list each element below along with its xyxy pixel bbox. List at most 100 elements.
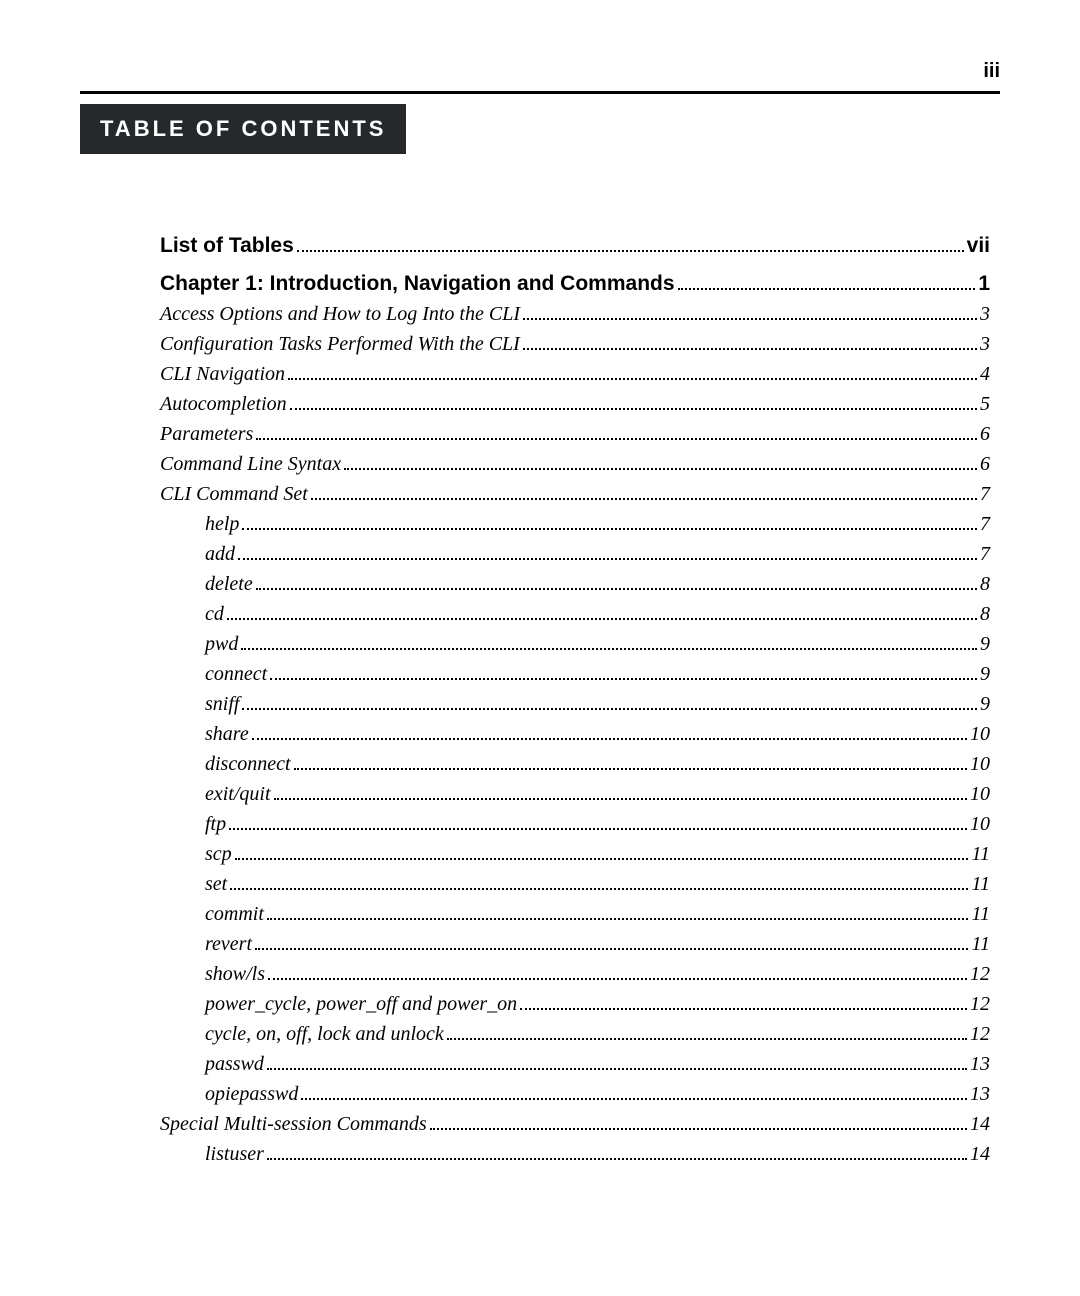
toc-entry: disconnect 10	[160, 749, 990, 779]
toc-entry-label: opiepasswd	[205, 1079, 298, 1109]
toc-entry: scp 11	[160, 839, 990, 869]
toc-leader-dots	[230, 874, 968, 890]
toc-entry: CLI Navigation 4	[160, 359, 990, 389]
toc-leader-dots	[523, 334, 977, 350]
toc-entry: exit/quit 10	[160, 779, 990, 809]
toc-leader-dots	[256, 424, 977, 440]
toc-entry: Special Multi-session Commands 14	[160, 1109, 990, 1139]
toc-entry-label: commit	[205, 899, 264, 929]
toc-entry-label: cd	[205, 599, 224, 629]
toc-entry-page: 12	[970, 1019, 990, 1049]
toc-leader-dots	[678, 273, 976, 290]
toc-entry-label: delete	[205, 569, 253, 599]
toc-list: List of Tables vii Chapter 1: Introductio…	[80, 230, 1000, 1169]
toc-entry: Chapter 1: Introduction, Navigation and …	[160, 268, 990, 300]
toc-entry-page: 1	[978, 268, 990, 300]
toc-entry-label: set	[205, 869, 227, 899]
toc-leader-dots	[274, 784, 967, 800]
toc-entry-label: show/ls	[205, 959, 265, 989]
toc-entry-page: vii	[967, 230, 990, 262]
toc-leader-dots	[267, 1054, 967, 1070]
toc-entry-label: share	[205, 719, 249, 749]
toc-entry: ftp 10	[160, 809, 990, 839]
toc-leader-dots	[297, 235, 964, 252]
toc-leader-dots	[255, 934, 968, 950]
toc-entry-page: 11	[971, 839, 990, 869]
toc-entry-page: 11	[971, 869, 990, 899]
toc-leader-dots	[301, 1084, 967, 1100]
toc-entry: connect 9	[160, 659, 990, 689]
toc-leader-dots	[252, 724, 967, 740]
toc-entry-label: List of Tables	[160, 230, 294, 262]
toc-entry-page: 12	[970, 989, 990, 1019]
toc-entry-page: 6	[980, 419, 990, 449]
toc-entry: share 10	[160, 719, 990, 749]
toc-entry-page: 5	[980, 389, 990, 419]
toc-entry-label: Chapter 1: Introduction, Navigation and …	[160, 268, 675, 300]
toc-entry-label: scp	[205, 839, 232, 869]
toc-entry: delete 8	[160, 569, 990, 599]
toc-leader-dots	[242, 694, 977, 710]
toc-leader-dots	[430, 1114, 967, 1130]
toc-entry-label: power_cycle, power_off and power_on	[205, 989, 517, 1019]
toc-leader-dots	[241, 634, 977, 650]
toc-entry-page: 11	[971, 929, 990, 959]
toc-leader-dots	[242, 514, 977, 530]
toc-entry: opiepasswd 13	[160, 1079, 990, 1109]
toc-entry-label: cycle, on, off, lock and unlock	[205, 1019, 444, 1049]
toc-leader-dots	[235, 844, 969, 860]
toc-leader-dots	[267, 904, 969, 920]
toc-entry-label: pwd	[205, 629, 238, 659]
page-number: iii	[80, 60, 1000, 91]
toc-entry-label: Configuration Tasks Performed With the C…	[160, 329, 520, 359]
toc-entry-page: 7	[980, 509, 990, 539]
toc-entry-label: Access Options and How to Log Into the C…	[160, 299, 520, 329]
toc-entry-label: help	[205, 509, 239, 539]
toc-entry-label: passwd	[205, 1049, 264, 1079]
toc-entry-page: 12	[970, 959, 990, 989]
toc-entry-page: 8	[980, 599, 990, 629]
toc-entry-page: 3	[980, 329, 990, 359]
toc-entry-page: 9	[980, 659, 990, 689]
toc-leader-dots	[520, 994, 967, 1010]
toc-entry-page: 8	[980, 569, 990, 599]
toc-entry: power_cycle, power_off and power_on 12	[160, 989, 990, 1019]
toc-leader-dots	[290, 394, 977, 410]
toc-entry-page: 6	[980, 449, 990, 479]
toc-entry-page: 9	[980, 629, 990, 659]
toc-leader-dots	[227, 604, 977, 620]
toc-entry: revert 11	[160, 929, 990, 959]
toc-leader-dots	[311, 484, 977, 500]
toc-entry-label: sniff	[205, 689, 239, 719]
toc-entry: passwd 13	[160, 1049, 990, 1079]
toc-entry-page: 3	[980, 299, 990, 329]
toc-leader-dots	[523, 304, 977, 320]
toc-entry-label: CLI Command Set	[160, 479, 308, 509]
toc-entry-label: revert	[205, 929, 252, 959]
toc-entry-page: 10	[970, 719, 990, 749]
toc-entry-page: 11	[971, 899, 990, 929]
toc-entry: CLI Command Set 7	[160, 479, 990, 509]
toc-leader-dots	[238, 544, 977, 560]
toc-leader-dots	[288, 364, 977, 380]
toc-leader-dots	[256, 574, 977, 590]
toc-entry-page: 7	[980, 479, 990, 509]
toc-leader-dots	[270, 664, 977, 680]
toc-entry: Configuration Tasks Performed With the C…	[160, 329, 990, 359]
toc-entry-label: disconnect	[205, 749, 291, 779]
toc-entry: List of Tables vii	[160, 230, 990, 262]
toc-entry: help 7	[160, 509, 990, 539]
toc-entry: Access Options and How to Log Into the C…	[160, 299, 990, 329]
toc-title: TABLE OF CONTENTS	[80, 104, 406, 154]
toc-entry-label: exit/quit	[205, 779, 271, 809]
toc-entry-page: 10	[970, 809, 990, 839]
toc-entry-page: 13	[970, 1049, 990, 1079]
toc-entry-label: listuser	[205, 1139, 264, 1169]
toc-entry: set 11	[160, 869, 990, 899]
document-page: iii TABLE OF CONTENTS List of Tables vii…	[0, 0, 1080, 1209]
toc-entry-label: connect	[205, 659, 267, 689]
toc-entry-page: 14	[970, 1109, 990, 1139]
toc-entry: cd 8	[160, 599, 990, 629]
toc-entry: add 7	[160, 539, 990, 569]
toc-entry-label: Parameters	[160, 419, 253, 449]
